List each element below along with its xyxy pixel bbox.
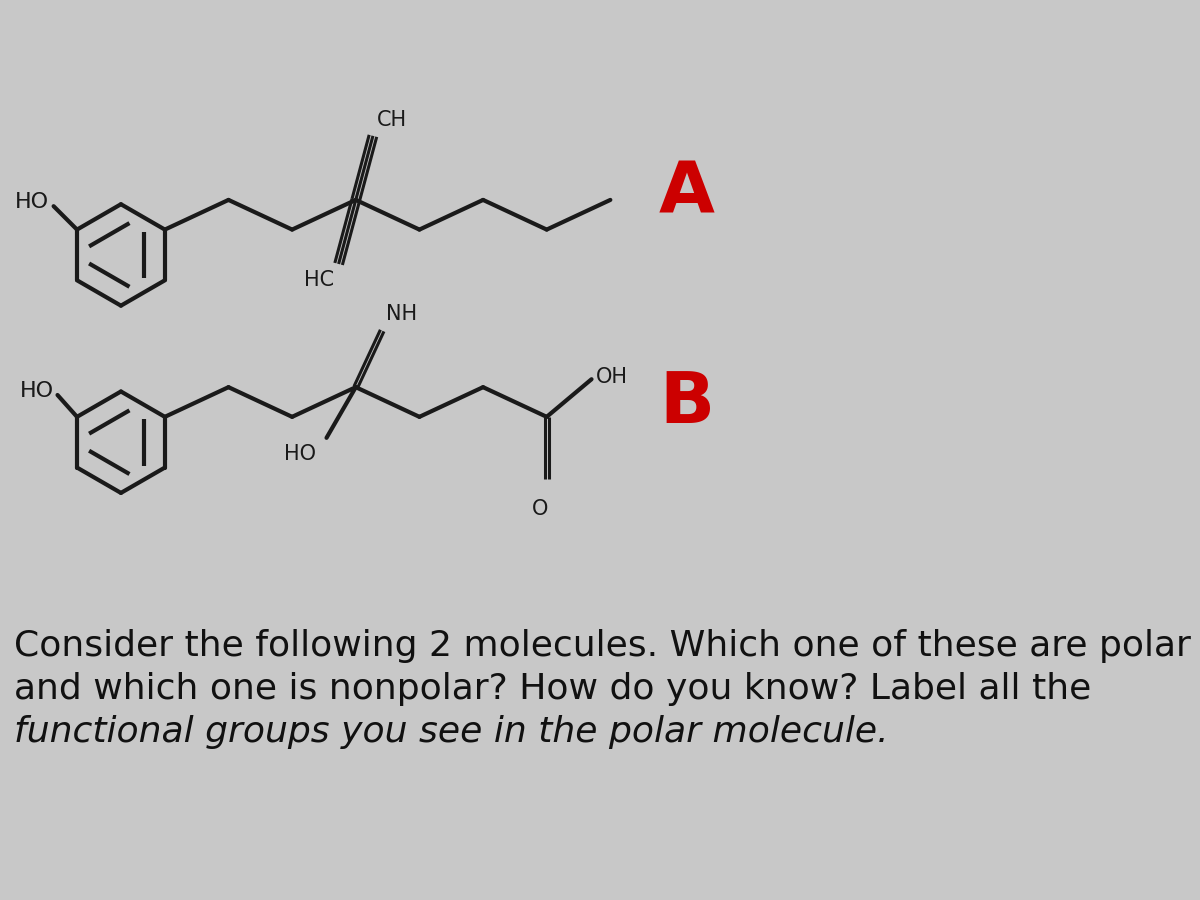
Text: OH: OH <box>595 367 628 387</box>
Text: HC: HC <box>304 270 334 290</box>
Text: HO: HO <box>14 193 49 212</box>
Text: HO: HO <box>20 381 54 401</box>
Text: functional groups you see in the polar molecule.: functional groups you see in the polar m… <box>14 716 889 750</box>
Text: A: A <box>659 158 714 227</box>
Text: NH: NH <box>386 304 418 324</box>
Text: O: O <box>533 499 548 518</box>
Text: B: B <box>659 369 714 437</box>
Text: CH: CH <box>377 110 407 130</box>
Text: HO: HO <box>283 444 316 464</box>
Text: and which one is nonpolar? How do you know? Label all the: and which one is nonpolar? How do you kn… <box>14 672 1091 706</box>
Text: Consider the following 2 molecules. Which one of these are polar: Consider the following 2 molecules. Whic… <box>14 629 1190 663</box>
